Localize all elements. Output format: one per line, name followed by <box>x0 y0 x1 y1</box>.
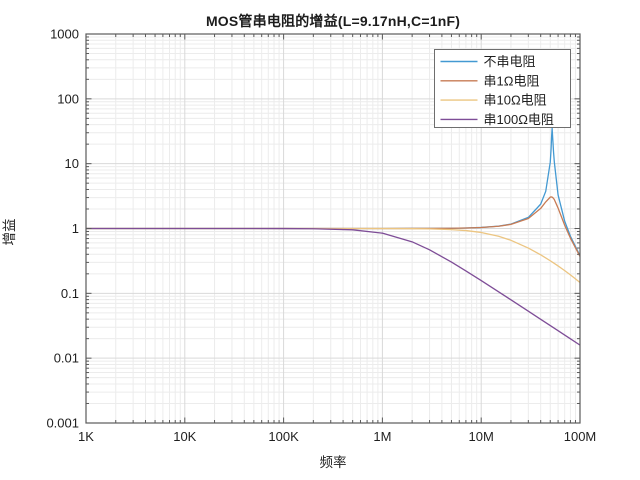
legend-label: 不串电阻 <box>484 54 536 69</box>
series-line-2 <box>86 227 581 284</box>
x-tick-label: 10K <box>173 429 196 444</box>
y-tick-labels: 1000 100 10 1 0.1 0.01 0.001 <box>46 27 79 431</box>
y-tick-label: 0.1 <box>61 286 79 301</box>
series-line-0 <box>86 127 581 256</box>
x-tick-label: 1M <box>373 429 391 444</box>
y-tick-label: 0.001 <box>46 416 79 431</box>
legend-box <box>434 49 571 128</box>
y-tick-label: 1000 <box>50 27 79 42</box>
x-tick-label: 1K <box>78 429 94 444</box>
chart-title: MOS管串电阻的增益(L=9.17nH,C=1nF) <box>205 13 461 29</box>
tick-marks <box>85 33 581 424</box>
y-tick-label: 10 <box>65 156 79 171</box>
series-line-3 <box>86 227 581 346</box>
x-tick-label: 100K <box>268 429 299 444</box>
y-tick-label: 1 <box>72 221 79 236</box>
legend-label: 串1Ω电阻 <box>484 73 540 88</box>
series-lines <box>86 127 581 346</box>
x-tick-labels: 1K 10K 100K 1M 10M 100M <box>78 429 596 444</box>
y-tick-label: 100 <box>57 91 79 106</box>
legend-label: 串10Ω电阻 <box>484 93 547 108</box>
y-axis-label: 增益 <box>2 218 17 246</box>
x-tick-label: 100M <box>564 429 597 444</box>
legend-label: 串100Ω电阻 <box>484 112 554 127</box>
x-tick-label: 10M <box>469 429 494 444</box>
series-line-1 <box>86 196 581 257</box>
x-axis-label: 频率 <box>319 455 347 470</box>
y-tick-label: 0.01 <box>54 351 79 366</box>
